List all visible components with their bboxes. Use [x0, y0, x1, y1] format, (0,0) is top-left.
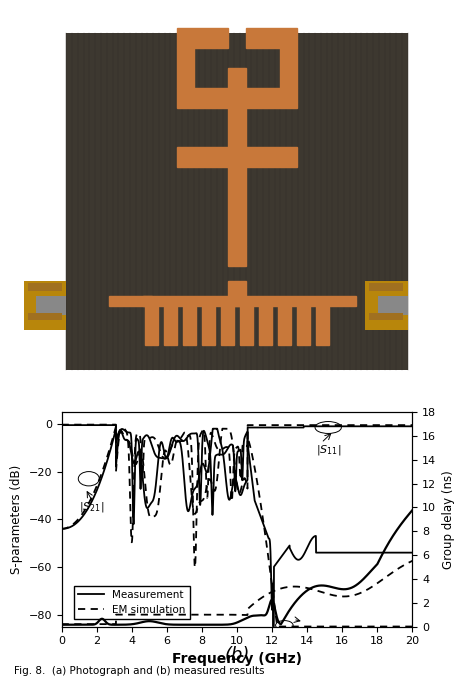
Text: Fig. 8.  (a) Photograph and (b) measured results: Fig. 8. (a) Photograph and (b) measured … [14, 665, 264, 676]
Bar [177, 147, 297, 167]
Bar [378, 296, 408, 315]
Bar [228, 281, 246, 306]
Text: (b): (b) [224, 646, 250, 664]
Bar [145, 306, 158, 345]
Bar [164, 306, 177, 345]
Bar [259, 306, 272, 345]
Bar [109, 296, 152, 306]
Text: $|S_{11}|$: $|S_{11}|$ [316, 443, 341, 457]
Bar [177, 48, 194, 88]
Bar [177, 29, 228, 48]
Bar [280, 48, 297, 88]
Text: $|S_{21}|$: $|S_{21}|$ [79, 501, 104, 514]
Legend: Measurement, EM simulation: Measurement, EM simulation [74, 586, 190, 619]
Bar [278, 306, 291, 345]
Bar [183, 306, 196, 345]
Bar [316, 306, 328, 345]
Bar [221, 306, 234, 345]
Bar [143, 296, 331, 306]
Bar [66, 33, 408, 370]
Bar [202, 306, 215, 345]
Y-axis label: S-parameters (dB): S-parameters (dB) [10, 464, 23, 574]
Bar [369, 283, 403, 291]
Bar [24, 281, 66, 330]
Bar [297, 306, 310, 345]
Bar [369, 313, 403, 321]
Bar [331, 296, 356, 306]
Bar [246, 29, 297, 48]
Bar [365, 281, 408, 330]
Bar [36, 296, 66, 315]
Bar [246, 88, 297, 108]
Bar [177, 88, 228, 108]
Y-axis label: Group delay (ns): Group delay (ns) [442, 470, 455, 569]
Bar [228, 247, 246, 266]
Bar [28, 313, 62, 321]
X-axis label: Frequency (GHz): Frequency (GHz) [172, 652, 302, 666]
Bar [240, 306, 253, 345]
Bar [228, 68, 246, 247]
Bar [28, 283, 62, 291]
